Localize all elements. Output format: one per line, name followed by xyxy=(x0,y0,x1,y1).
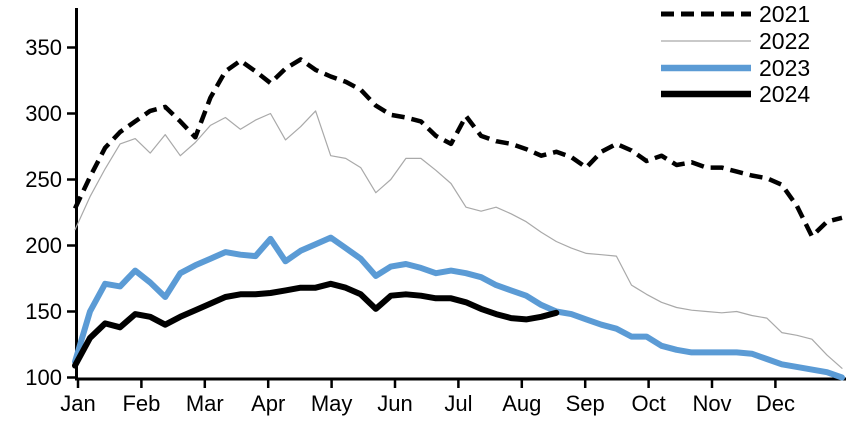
legend-item-2021: 2021 xyxy=(661,1,810,27)
y-tick-label: 150 xyxy=(25,299,62,324)
legend-label-2023: 2023 xyxy=(759,55,810,81)
legend-label-2022: 2022 xyxy=(759,28,810,54)
x-tick-label: Jul xyxy=(444,391,472,416)
legend-label-2021: 2021 xyxy=(759,1,810,27)
x-tick-label: May xyxy=(311,391,353,416)
y-tick-label: 200 xyxy=(25,233,62,258)
x-tick-label: Apr xyxy=(251,391,285,416)
x-tick-label: Feb xyxy=(122,391,160,416)
legend-item-2023: 2023 xyxy=(661,55,810,81)
series-line-2021 xyxy=(72,57,843,239)
x-tick-label: Jun xyxy=(377,391,412,416)
y-tick-label: 300 xyxy=(25,101,62,126)
x-tick-label: Oct xyxy=(631,391,665,416)
x-tick-label: Dec xyxy=(756,391,795,416)
series-line-2022 xyxy=(74,110,843,369)
series-line-2023 xyxy=(72,234,845,381)
x-tick-label: Sep xyxy=(566,391,605,416)
x-tick-label: Aug xyxy=(502,391,541,416)
x-tick-label: Jan xyxy=(60,391,95,416)
x-tick-label: Nov xyxy=(692,391,731,416)
y-tick-label: 100 xyxy=(25,365,62,390)
y-tick-label: 250 xyxy=(25,167,62,192)
series-line-2024 xyxy=(72,280,560,369)
legend-label-2024: 2024 xyxy=(759,81,810,107)
y-tick-label: 350 xyxy=(25,35,62,60)
legend-item-2024: 2024 xyxy=(661,81,810,107)
x-tick-label: Mar xyxy=(186,391,224,416)
legend-item-2022: 2022 xyxy=(661,28,810,54)
